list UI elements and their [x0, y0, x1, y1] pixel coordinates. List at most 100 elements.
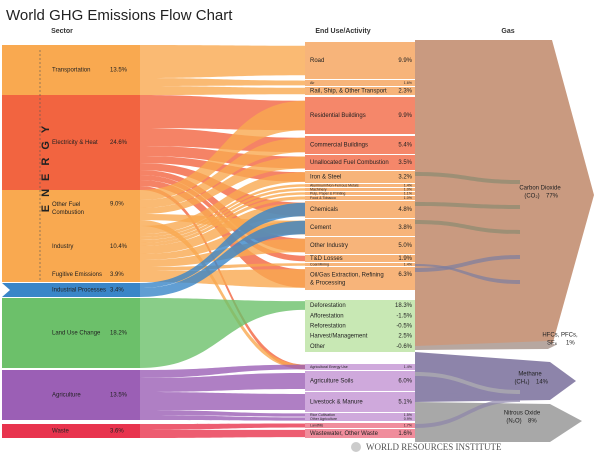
- end-use-label: Unallocated Fuel Combustion: [310, 160, 389, 166]
- end-use-label-line: & Processing: [310, 280, 345, 286]
- energy-label: ENERGY: [40, 118, 52, 212]
- end-use-header: End Use/Activity: [315, 28, 370, 35]
- sector-value: 3.4%: [110, 288, 124, 294]
- sector-value: 13.5%: [110, 393, 128, 399]
- end-use-value: 2.5%: [398, 334, 412, 340]
- end-use-value: 1.5%: [404, 413, 413, 417]
- end-use-label: Other Industry: [310, 243, 348, 249]
- end-use-value: 4.8%: [398, 207, 412, 213]
- flow: [415, 264, 520, 284]
- gas-value: 8%: [528, 419, 537, 425]
- end-use-label: Rail, Ship, & Other Transport: [310, 89, 387, 95]
- end-use-block: [305, 413, 415, 417]
- sector-block: [2, 45, 140, 95]
- end-use-block: [305, 184, 415, 187]
- end-use-block: [305, 201, 415, 218]
- flow: [140, 196, 305, 246]
- gas-label: Carbon Dioxide: [519, 186, 561, 192]
- gas-value: 14%: [536, 380, 549, 386]
- end-use-block: [305, 371, 415, 391]
- flow: [140, 137, 305, 208]
- end-use-block: [305, 392, 415, 412]
- gas-value: 1%: [566, 341, 575, 347]
- end-use-value: 1.4%: [404, 262, 413, 266]
- end-use-block: [305, 331, 415, 341]
- flow: [140, 364, 305, 378]
- title: World GHG Emissions Flow Chart: [6, 7, 233, 24]
- end-use-label: Harvest/Management: [310, 334, 368, 340]
- end-use-label: Wastewater, Other Waste: [310, 431, 379, 437]
- end-use-value: 5.0%: [398, 243, 412, 249]
- end-use-value: -1.5%: [396, 314, 412, 320]
- end-use-label: Livestock & Manure: [310, 400, 363, 406]
- end-use-label: Cement: [310, 225, 331, 231]
- end-use-value: 2.3%: [398, 89, 412, 95]
- sector-value: 24.6%: [110, 140, 128, 146]
- end-use-block: [305, 267, 415, 290]
- end-use-value: 5.4%: [398, 143, 412, 149]
- gas-shapes: [415, 40, 594, 442]
- end-use-value: 3.8%: [398, 225, 412, 231]
- sector-label: Industrial Processes: [52, 288, 106, 294]
- gas-value: 77%: [546, 194, 559, 200]
- end-use-label: Food & Tobacco: [310, 196, 336, 200]
- flow: [140, 410, 305, 417]
- end-use-value: 5.1%: [398, 400, 412, 406]
- end-use-value: -0.6%: [396, 344, 412, 350]
- end-use-value: 6.3%: [398, 272, 412, 278]
- flow: [140, 172, 305, 234]
- gas-formula: (CO₂): [524, 194, 539, 200]
- end-use-value: 3.2%: [398, 175, 412, 181]
- flow: [140, 188, 305, 240]
- end-use-value: 3.5%: [398, 160, 412, 166]
- flow: [140, 156, 305, 182]
- end-use-label: Afforestation: [310, 314, 344, 320]
- sector-block: [2, 298, 140, 368]
- flow: [140, 423, 305, 430]
- blocks: Transportation 13.5% Electricity & Heat 24.…: [2, 42, 415, 438]
- sector-block: [2, 424, 140, 438]
- end-use-block: [305, 219, 415, 236]
- end-use-label: Air: [310, 81, 315, 85]
- flow: [140, 86, 305, 95]
- sector-value: 3.6%: [110, 429, 124, 435]
- wri-logo: [351, 442, 361, 452]
- end-use-block: [305, 263, 415, 266]
- flow: [415, 393, 520, 398]
- sector-label: Other Fuel Combustion: [52, 202, 84, 216]
- end-use-label: Other Agriculture: [310, 417, 337, 421]
- end-use-block: [305, 423, 415, 428]
- end-use-label: Residential Buildings: [310, 113, 366, 119]
- sector-label: Industry: [52, 244, 73, 250]
- end-use-block: [305, 155, 415, 170]
- sector-block: [2, 190, 140, 226]
- flow: [140, 238, 305, 267]
- flow: [140, 392, 305, 410]
- end-use-label: Reforestation: [310, 324, 346, 330]
- end-use-value: 9.9%: [398, 58, 412, 64]
- methane-arrow: [415, 352, 576, 402]
- flow: [140, 192, 305, 243]
- end-use-value: 0.9%: [404, 417, 413, 421]
- n2o-arrow: [415, 402, 582, 442]
- end-use-value: 6.0%: [398, 379, 412, 385]
- flow: [415, 172, 520, 184]
- end-use-label: Agriculture Soils: [310, 379, 353, 385]
- end-use-value: 1.4%: [404, 365, 413, 369]
- end-use-label: Iron & Steel: [310, 175, 341, 181]
- end-use-block: [305, 97, 415, 134]
- end-use-block: [305, 136, 415, 154]
- end-use-label-line: Oil/Gas Extraction, Refining: [310, 272, 385, 278]
- end-use-value: -0.5%: [396, 324, 412, 330]
- end-use-label: Chemicals: [310, 207, 338, 213]
- flow: [415, 398, 520, 428]
- end-use-value: 1.6%: [398, 431, 412, 437]
- end-use-block: [305, 80, 415, 86]
- flow: [415, 372, 520, 394]
- end-use-value: 1.4%: [404, 183, 413, 187]
- gas-label: Nitrous Oxide: [504, 411, 541, 417]
- gas-header: Gas: [501, 28, 514, 35]
- end-use-block: [305, 42, 415, 79]
- end-use-block: [305, 192, 415, 195]
- sector-block: [2, 283, 140, 297]
